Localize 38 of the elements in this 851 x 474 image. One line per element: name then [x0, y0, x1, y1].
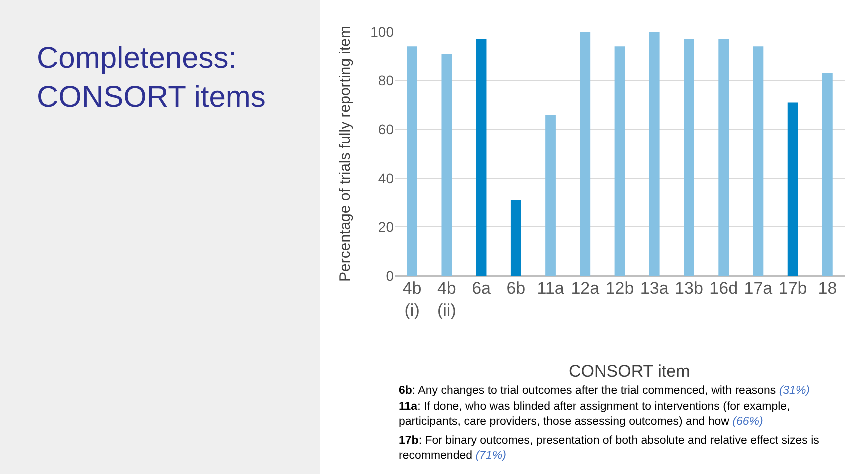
bar: [580, 32, 591, 276]
y-tick-label: 80: [378, 72, 394, 89]
x-tick-label: 6b: [506, 279, 526, 298]
bar: [718, 39, 730, 276]
bar: [442, 54, 452, 276]
bar: [822, 73, 833, 276]
x-tick-label: 17b: [778, 279, 808, 298]
y-tick-label: 20: [378, 219, 394, 236]
bar: [614, 46, 626, 276]
x-tick-label: 18: [818, 279, 838, 298]
y-tick-label: 0: [386, 268, 394, 284]
x-tick-label: 4b (ii): [437, 279, 456, 320]
x-tick-label: 12b: [606, 279, 634, 298]
x-tick-label: 6a: [472, 279, 492, 298]
bar: [649, 32, 660, 276]
bar: [684, 39, 694, 276]
x-axis-title: CONSORT item: [569, 362, 690, 381]
bar: [788, 102, 798, 276]
text: 17b: For binary outcomes, presentation of both absolute and relative effect sizes is recommended (71%): [399, 435, 820, 462]
x-tick-label: 16d: [710, 279, 738, 298]
text: 6b: Any changes to trial outcomes after the trial commenced, with reasons (31%): [399, 385, 810, 397]
bar: [753, 46, 764, 276]
y-axis-title: Percentage of trials fully reporting item: [336, 26, 354, 282]
x-tick-label: 4b (i): [402, 279, 422, 320]
bar: [407, 46, 418, 276]
bar: [510, 200, 522, 276]
y-tick-label: 40: [378, 170, 394, 186]
x-tick-label: 13b: [675, 279, 704, 298]
bar: [546, 114, 556, 276]
x-tick-label: 13a: [640, 279, 670, 298]
x-tick-label: 17a: [744, 279, 774, 298]
x-tick-label: 11a: [537, 279, 565, 298]
x-tick-label: 12a: [571, 279, 600, 298]
y-tick-label: 100: [370, 24, 394, 40]
text: 11a: If done, who was blinded after assignment to interventions (for example, participants, care providers, those assessing outcomes) and how (66%): [399, 401, 790, 428]
y-tick-label: 60: [378, 122, 394, 138]
bar: [476, 39, 487, 276]
text: Completeness: CONSORT items: [37, 42, 266, 114]
